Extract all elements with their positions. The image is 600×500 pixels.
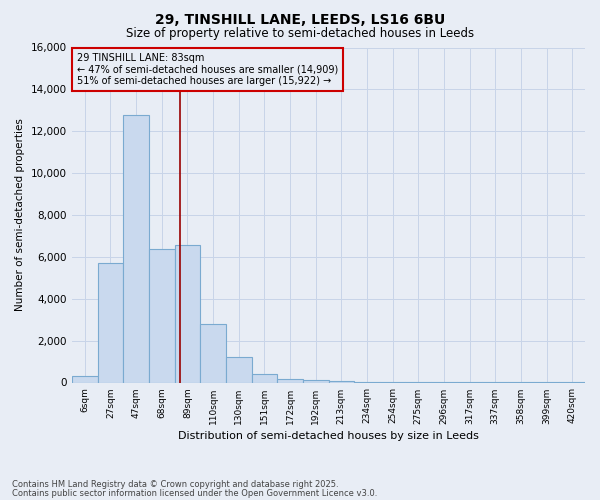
Text: Contains HM Land Registry data © Crown copyright and database right 2025.: Contains HM Land Registry data © Crown c…	[12, 480, 338, 489]
Bar	[303, 380, 329, 382]
Bar	[277, 378, 303, 382]
Text: 29 TINSHILL LANE: 83sqm
← 47% of semi-detached houses are smaller (14,909)
51% o: 29 TINSHILL LANE: 83sqm ← 47% of semi-de…	[77, 52, 338, 86]
Text: Size of property relative to semi-detached houses in Leeds: Size of property relative to semi-detach…	[126, 28, 474, 40]
Bar	[124, 114, 149, 382]
Y-axis label: Number of semi-detached properties: Number of semi-detached properties	[16, 118, 25, 312]
Bar	[72, 376, 98, 382]
Bar	[251, 374, 277, 382]
Bar	[175, 246, 200, 382]
Bar	[226, 358, 251, 382]
Text: 29, TINSHILL LANE, LEEDS, LS16 6BU: 29, TINSHILL LANE, LEEDS, LS16 6BU	[155, 12, 445, 26]
Bar	[200, 324, 226, 382]
Bar	[98, 263, 124, 382]
X-axis label: Distribution of semi-detached houses by size in Leeds: Distribution of semi-detached houses by …	[178, 430, 479, 440]
Bar	[149, 248, 175, 382]
Text: Contains public sector information licensed under the Open Government Licence v3: Contains public sector information licen…	[12, 489, 377, 498]
